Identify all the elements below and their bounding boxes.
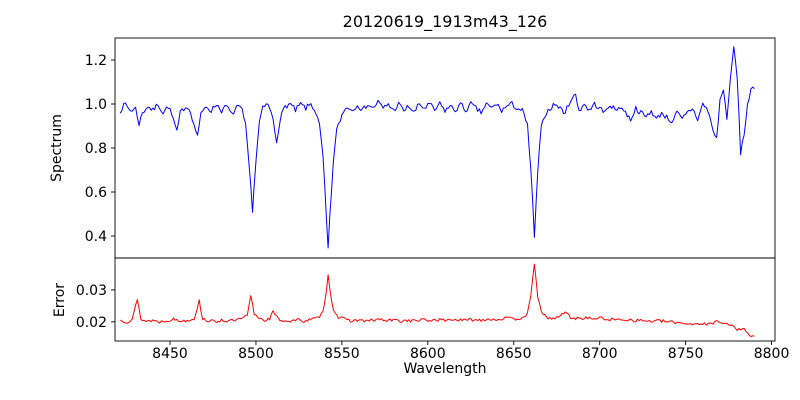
y-tick-label: 0.02 (76, 315, 107, 331)
y-axis-label-spectrum: Spectrum (49, 114, 65, 182)
x-axis-label: Wavelength (403, 361, 487, 377)
y-tick-label: 0.8 (85, 141, 107, 157)
y-tick-label: 1.0 (85, 97, 107, 113)
spectrum-line (119, 46, 755, 249)
y-tick-label: 0.6 (85, 185, 107, 201)
x-tick-label: 8700 (582, 346, 618, 362)
x-tick-label: 8800 (754, 346, 790, 362)
chart-title: 20120619_1913m43_126 (342, 12, 548, 31)
error-line (119, 263, 755, 337)
x-tick-label: 8500 (238, 346, 274, 362)
y-tick-label: 0.03 (76, 283, 107, 299)
y-axis-label-error: Error (52, 282, 68, 318)
x-tick-label: 8600 (410, 346, 446, 362)
spectrum-panel-frame (114, 37, 776, 259)
x-tick-label: 8650 (496, 346, 532, 362)
error-panel-frame (114, 257, 776, 342)
y-tick-label: 1.2 (85, 53, 107, 69)
x-tick-label: 8550 (324, 346, 360, 362)
x-tick-label: 8750 (668, 346, 704, 362)
y-tick-label: 0.4 (85, 229, 107, 245)
x-tick-label: 8450 (152, 346, 188, 362)
